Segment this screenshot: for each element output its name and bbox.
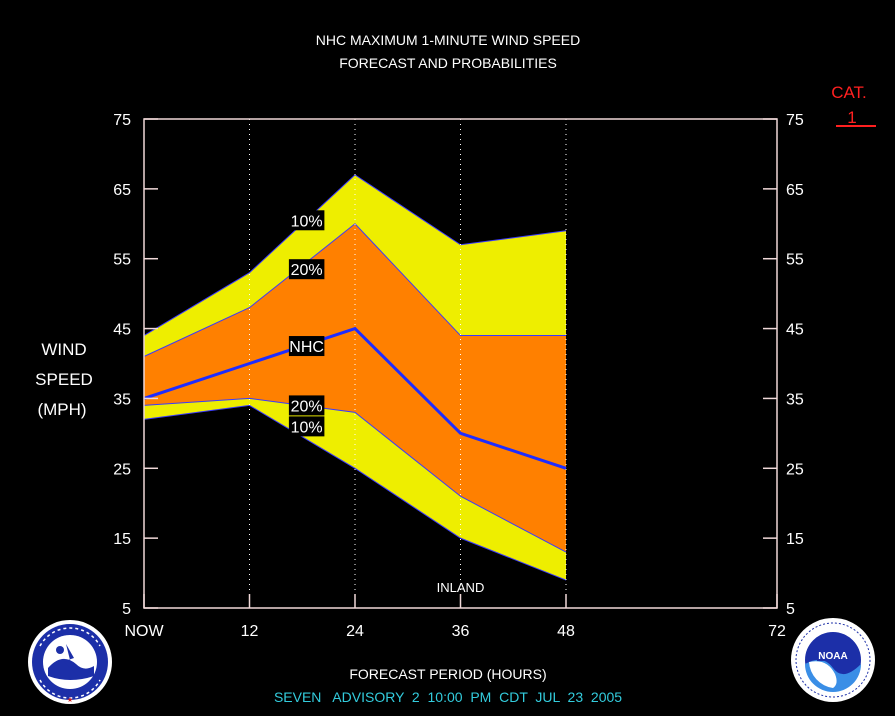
x-tick-label-12: 12 <box>241 623 259 640</box>
band-label-box-2 <box>288 336 325 357</box>
band-label-box-0 <box>288 210 325 231</box>
y-tick-label-right-25: 25 <box>786 461 804 478</box>
advisory-text: SEVEN ADVISORY 2 10:00 PM CDT JUL 23 200… <box>274 689 622 705</box>
x-tick-label-0: NOW <box>124 623 164 640</box>
x-tick-label-48: 48 <box>557 623 575 640</box>
band-label-box-1 <box>288 259 325 280</box>
category-value: 1 <box>847 108 856 127</box>
lower-20-edge <box>143 397 567 553</box>
y-axis-label-line3: (MPH) <box>37 400 86 419</box>
y-tick-label-left-65: 65 <box>113 182 131 199</box>
band-20-percent <box>144 223 566 553</box>
band-label-2: NHC <box>289 339 324 356</box>
band-label-0: 10% <box>291 213 323 230</box>
y-tick-label-right-55: 55 <box>786 252 804 269</box>
y-tick-label-left-5: 5 <box>122 601 131 618</box>
lower-10-edge <box>143 404 567 581</box>
category-label: CAT. <box>831 83 867 102</box>
chart-title: NHC MAXIMUM 1-MINUTE WIND SPEED <box>316 32 580 48</box>
band-label-1: 20% <box>291 262 323 279</box>
nws-logo: ★ <box>28 620 112 704</box>
x-tick-label-36: 36 <box>452 623 470 640</box>
x-axis-label: FORECAST PERIOD (HOURS) <box>349 666 546 682</box>
band-label-box-3 <box>288 395 325 416</box>
upper-20-edge <box>143 223 566 357</box>
band-label-3: 20% <box>291 398 323 415</box>
y-tick-label-left-75: 75 <box>113 112 131 129</box>
y-tick-label-left-35: 35 <box>113 391 131 408</box>
band-label-box-4 <box>288 416 325 437</box>
y-tick-label-left-55: 55 <box>113 252 131 269</box>
svg-text:★: ★ <box>67 696 73 704</box>
y-tick-label-right-35: 35 <box>786 391 804 408</box>
category-underline <box>836 125 876 127</box>
x-tick-label-24: 24 <box>346 623 364 640</box>
y-tick-label-left-15: 15 <box>113 531 131 548</box>
inland-annotation: INLAND <box>437 580 485 595</box>
y-axis-label-line2: SPEED <box>35 370 93 389</box>
y-tick-label-right-45: 45 <box>786 322 804 339</box>
chart-subtitle: FORECAST AND PROBABILITIES <box>339 55 557 71</box>
svg-text:NOAA: NOAA <box>818 651 847 662</box>
noaa-logo: NOAA <box>791 618 875 702</box>
y-tick-label-left-25: 25 <box>113 461 131 478</box>
y-tick-label-right-65: 65 <box>786 182 804 199</box>
y-tick-label-right-5: 5 <box>786 601 795 618</box>
y-axis-label-line1: WIND <box>41 340 86 359</box>
x-tick-label-72: 72 <box>768 623 786 640</box>
band-label-4: 10% <box>291 419 323 436</box>
y-tick-label-left-45: 45 <box>113 322 131 339</box>
y-tick-label-right-75: 75 <box>786 112 804 129</box>
y-tick-label-right-15: 15 <box>786 531 804 548</box>
nhc-forecast-line <box>143 326 567 470</box>
